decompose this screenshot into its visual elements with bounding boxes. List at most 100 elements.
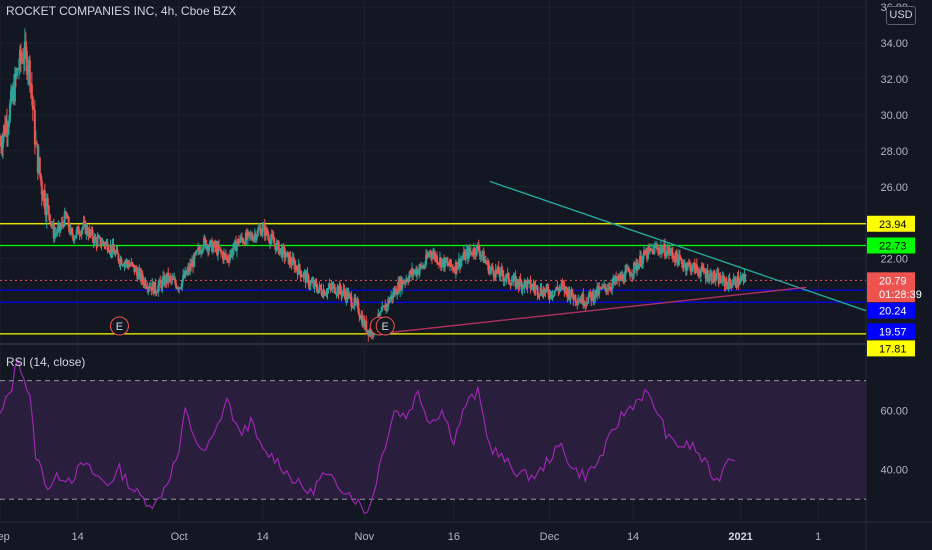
- time-tick-label: Oct: [171, 531, 188, 543]
- candle-body: [244, 232, 247, 245]
- candle-body: [323, 290, 326, 296]
- candle-body: [638, 263, 641, 270]
- candle-body: [281, 246, 284, 258]
- candle-body: [120, 258, 123, 265]
- candle-body: [725, 281, 728, 285]
- candle-body: [706, 269, 709, 281]
- candle-body: [282, 246, 285, 249]
- candle-body: [180, 287, 183, 289]
- trendlines: [376, 180, 867, 335]
- candle-body: [75, 229, 78, 236]
- candle-body: [658, 249, 661, 253]
- currency-badge[interactable]: USD: [886, 6, 916, 25]
- candle-body: [487, 261, 490, 274]
- candle-body: [622, 274, 625, 282]
- candle-body: [401, 279, 404, 290]
- price-tick-label: 32.00: [880, 74, 908, 86]
- candle-body: [175, 283, 178, 289]
- candle-body: [317, 288, 320, 293]
- candle-body: [679, 258, 682, 260]
- candle-body: [690, 269, 693, 273]
- time-tick-label: 14: [257, 531, 269, 543]
- candle-body: [45, 197, 48, 216]
- candle-body: [494, 269, 497, 278]
- candle-body: [523, 280, 526, 288]
- earnings-marker[interactable]: [109, 316, 129, 336]
- candle-body: [537, 294, 540, 296]
- candle-body: [352, 306, 355, 308]
- candle-body: [552, 295, 555, 297]
- candle-body: [94, 236, 97, 240]
- candle-body: [455, 261, 458, 270]
- candle-body: [353, 297, 356, 307]
- candle-body: [77, 226, 80, 235]
- symbol-title: ROCKET COMPANIES INC, 4h, Cboe BZX: [6, 4, 237, 18]
- candle-body: [32, 109, 35, 111]
- candle-body: [450, 265, 453, 267]
- candle-body: [380, 310, 383, 313]
- candle-body: [412, 268, 415, 275]
- candle-body: [743, 274, 746, 282]
- price-tag-box: [867, 302, 915, 319]
- candle-body: [107, 250, 110, 252]
- candle-body: [449, 259, 452, 266]
- price-tag-box: [867, 340, 915, 357]
- candle-body: [248, 232, 251, 236]
- time-tick-label: Sep: [0, 531, 10, 543]
- candle-body: [308, 285, 311, 287]
- candle-body: [672, 257, 675, 259]
- candle-body: [250, 234, 253, 239]
- candle-body: [56, 227, 59, 233]
- candle-body: [475, 244, 478, 255]
- candle-body: [205, 240, 208, 249]
- candle-body: [200, 250, 203, 254]
- candle-body: [461, 258, 464, 260]
- candle-body: [217, 245, 220, 250]
- candle-body: [634, 262, 637, 264]
- price-tag-label: 20.24: [879, 306, 907, 318]
- candle-body: [31, 97, 34, 110]
- candle-body: [198, 247, 201, 251]
- candle-body: [232, 242, 235, 250]
- candle-body: [319, 284, 322, 289]
- candle-body: [387, 299, 390, 307]
- earnings-markers[interactable]: EEE: [109, 316, 395, 336]
- candle-body: [126, 260, 129, 264]
- candle-body: [22, 58, 25, 63]
- price-tag-box: [867, 323, 915, 340]
- rsi-line: [0, 357, 735, 515]
- candle-body: [418, 269, 421, 274]
- candle-body: [689, 264, 692, 273]
- candle-body: [19, 49, 22, 61]
- candle-body: [343, 289, 346, 294]
- trendline[interactable]: [376, 286, 807, 335]
- candle-body: [511, 280, 514, 283]
- candle-body: [616, 278, 619, 282]
- candle-body: [392, 291, 395, 299]
- candle-body: [714, 278, 717, 281]
- candle-body: [473, 248, 476, 255]
- candle-body: [43, 190, 46, 209]
- candle-body: [202, 247, 205, 251]
- candle-body: [512, 276, 515, 281]
- candle-body: [719, 275, 722, 282]
- candle-body: [309, 282, 312, 286]
- candle-body: [598, 287, 601, 294]
- candle-body: [255, 235, 258, 240]
- candle-body: [678, 254, 681, 259]
- price-tick-label: 22.00: [880, 254, 908, 266]
- candle-body: [577, 300, 580, 304]
- candle-body: [108, 251, 111, 253]
- candle-body: [8, 103, 11, 122]
- candle-body: [159, 279, 162, 283]
- candle-body: [26, 72, 29, 75]
- trendline[interactable]: [489, 180, 867, 312]
- time-tick-label: 14: [72, 531, 84, 543]
- candle-body: [640, 255, 643, 266]
- candle-body: [406, 279, 409, 281]
- candle-body: [132, 264, 135, 266]
- candle-body: [174, 278, 177, 284]
- earnings-marker[interactable]: [375, 316, 395, 336]
- candle-body: [670, 249, 673, 254]
